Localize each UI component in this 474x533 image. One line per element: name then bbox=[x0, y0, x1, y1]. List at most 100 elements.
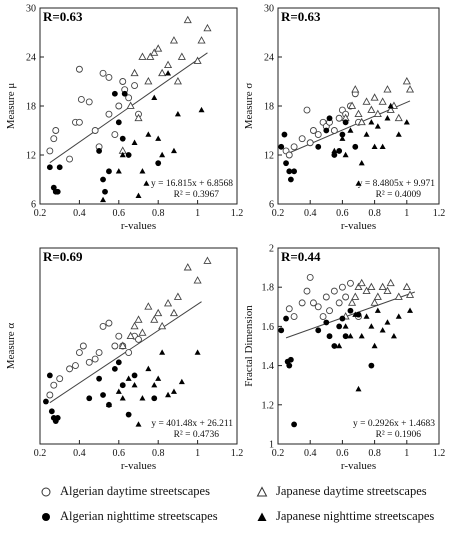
point-open-triangle bbox=[405, 290, 415, 298]
x-tick-label: 1.2 bbox=[231, 208, 244, 219]
x-axis-label: r-values bbox=[121, 220, 156, 232]
x-tick-label: 1.2 bbox=[231, 448, 244, 459]
point-open-triangle bbox=[193, 56, 202, 64]
y-tick-label: 2 bbox=[269, 244, 274, 255]
point-open-circle bbox=[319, 313, 327, 321]
x-axis-label: r-values bbox=[121, 460, 156, 472]
point-open-circle bbox=[111, 342, 119, 350]
point-filled-triangle bbox=[178, 378, 185, 385]
x-tick-label: 0.4 bbox=[304, 208, 317, 219]
y-tick-label: 6 bbox=[31, 200, 36, 211]
point-filled-circle bbox=[287, 356, 294, 363]
point-open-triangle bbox=[138, 52, 147, 60]
point-open-triangle bbox=[402, 282, 411, 291]
point-open-triangle bbox=[193, 276, 202, 284]
point-filled-circle bbox=[286, 362, 293, 369]
point-open-circle bbox=[309, 299, 317, 307]
point-open-triangle bbox=[370, 298, 379, 306]
point-open-circle bbox=[77, 96, 85, 103]
legend-label: Algerian daytime streetscapes bbox=[60, 484, 210, 498]
point-filled-circle bbox=[102, 188, 108, 195]
y-tick-label: 1.8 bbox=[262, 283, 275, 294]
point-filled-triangle bbox=[119, 151, 126, 158]
plot-frame bbox=[39, 7, 238, 205]
point-open-circle bbox=[342, 293, 350, 301]
y-tick-label: 30 bbox=[26, 4, 36, 15]
point-open-circle bbox=[91, 127, 99, 134]
legend-label: Japanese nighttime streetscapes bbox=[276, 509, 435, 523]
point-filled-triangle bbox=[131, 139, 138, 145]
point-filled-triangle bbox=[395, 131, 402, 137]
point-filled-triangle bbox=[374, 123, 381, 129]
point-open-circle bbox=[115, 332, 123, 340]
point-filled-circle bbox=[336, 148, 343, 154]
x-tick-label: 1 bbox=[404, 208, 409, 219]
legend-item-japanese-night: Japanese nighttime streetscapes bbox=[256, 509, 434, 524]
filled-triangle-icon bbox=[257, 512, 267, 522]
point-filled-circle bbox=[119, 135, 126, 142]
point-open-circle bbox=[314, 303, 322, 311]
point-open-triangle bbox=[134, 315, 143, 323]
point-filled-triangle bbox=[159, 151, 166, 158]
y-tick-label: 12 bbox=[26, 151, 36, 162]
point-filled-triangle bbox=[170, 147, 177, 154]
point-open-circle bbox=[330, 127, 338, 134]
point-filled-circle bbox=[119, 382, 126, 389]
point-filled-triangle bbox=[371, 143, 378, 150]
point-filled-triangle bbox=[390, 333, 397, 339]
y-tick-label: 18 bbox=[264, 102, 274, 113]
point-filled-circle bbox=[283, 160, 289, 167]
plot-frame bbox=[277, 247, 440, 445]
point-filled-triangle bbox=[368, 323, 375, 329]
point-filled-triangle bbox=[115, 388, 122, 394]
point-open-triangle bbox=[163, 298, 173, 307]
regression-equation: y = 401.48x + 26.211 bbox=[151, 419, 233, 429]
y-tick-label: 1.2 bbox=[262, 400, 275, 411]
point-filled-triangle bbox=[339, 135, 346, 141]
point-open-triangle bbox=[405, 85, 415, 93]
point-open-triangle bbox=[354, 282, 363, 291]
x-tick-label: 0.2 bbox=[34, 208, 47, 219]
point-filled-circle bbox=[48, 408, 55, 415]
point-open-triangle bbox=[367, 105, 376, 113]
x-tick-label: 1.2 bbox=[433, 448, 446, 459]
y-tick-label: 6 bbox=[269, 200, 274, 211]
point-filled-triangle bbox=[387, 102, 394, 109]
point-open-circle bbox=[125, 349, 133, 356]
point-open-circle bbox=[56, 375, 64, 383]
point-open-circle bbox=[303, 106, 311, 114]
point-open-circle bbox=[115, 102, 123, 110]
point-filled-triangle bbox=[407, 307, 414, 313]
point-filled-triangle bbox=[135, 421, 142, 427]
point-filled-circle bbox=[331, 152, 338, 158]
point-filled-circle bbox=[336, 323, 343, 330]
point-open-circle bbox=[285, 305, 293, 313]
point-filled-triangle bbox=[355, 385, 362, 392]
point-filled-circle bbox=[125, 152, 132, 158]
point-open-triangle bbox=[154, 308, 163, 317]
point-open-circle bbox=[50, 381, 58, 389]
point-filled-circle bbox=[100, 392, 106, 398]
point-open-triangle bbox=[378, 97, 387, 105]
point-filled-triangle bbox=[151, 94, 158, 101]
point-open-circle bbox=[72, 362, 79, 370]
point-filled-triangle bbox=[145, 365, 152, 372]
point-filled-circle bbox=[155, 160, 162, 167]
point-open-triangle bbox=[357, 117, 366, 126]
point-filled-circle bbox=[86, 395, 93, 402]
regression-line bbox=[285, 291, 416, 339]
point-open-triangle bbox=[150, 315, 159, 323]
point-open-circle bbox=[335, 114, 343, 122]
point-open-circle bbox=[79, 342, 87, 350]
point-filled-triangle bbox=[139, 395, 146, 401]
point-open-triangle bbox=[154, 44, 163, 52]
point-filled-triangle bbox=[159, 349, 166, 355]
point-filled-triangle bbox=[368, 119, 375, 125]
point-open-triangle bbox=[351, 85, 360, 93]
point-filled-circle bbox=[54, 414, 61, 421]
legend: Algerian daytime streetscapes Japanese d… bbox=[0, 478, 474, 533]
point-filled-triangle bbox=[155, 135, 162, 141]
point-open-circle bbox=[306, 139, 314, 147]
point-open-circle bbox=[75, 65, 83, 73]
point-open-triangle bbox=[173, 292, 182, 300]
